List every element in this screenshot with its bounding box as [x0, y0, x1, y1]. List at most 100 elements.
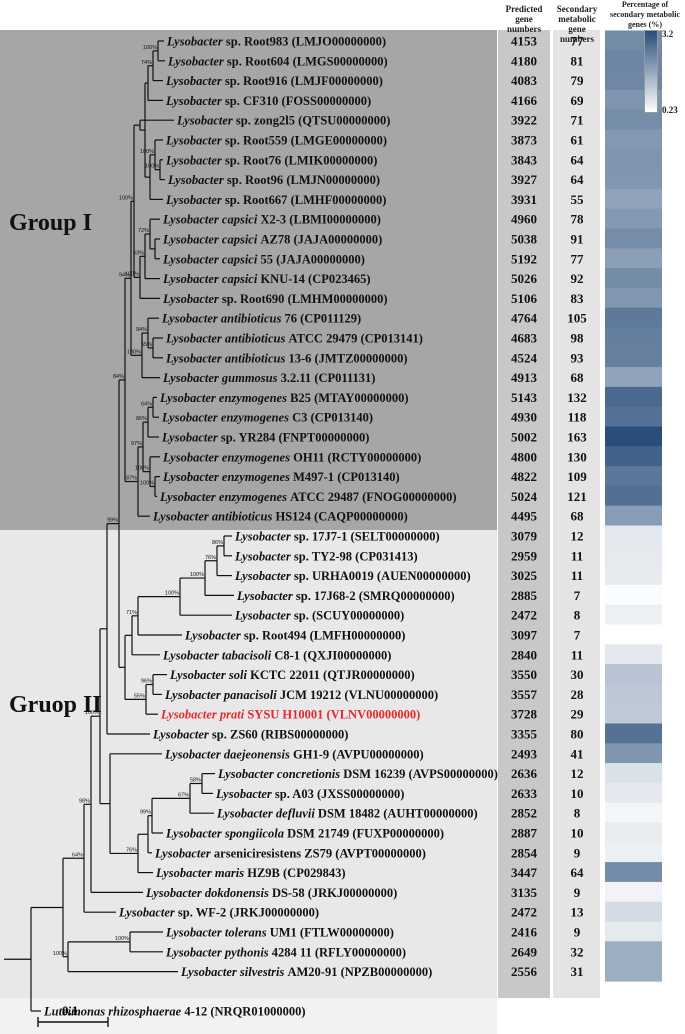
heatmap-cell [605, 327, 662, 348]
legend-max-label: 3.2 [662, 29, 674, 39]
taxon-label: Lysobacter sp. URHA0019 (AUEN00000000) [234, 569, 471, 583]
bootstrap-label: 100% [143, 45, 157, 51]
predicted-gene-number: 2840 [511, 647, 537, 662]
bootstrap-label: 100% [119, 195, 133, 201]
taxon-label: Lysobacter sp. TY2-98 (CP031413) [234, 549, 418, 563]
secondary-gene-number: 9 [574, 845, 581, 860]
taxon-label: Lysobacter spongiicola DSM 21749 (FUXP00… [165, 827, 444, 841]
taxon-label: Lysobacter sp. Root916 (LMJF00000000) [165, 74, 383, 88]
secondary-gene-number: 31 [571, 964, 584, 979]
heatmap-cell [605, 842, 662, 863]
taxon-label: Lysobacter maris HZ9B (CP029843) [155, 866, 346, 880]
predicted-gene-number: 4524 [511, 350, 538, 365]
secondary-gene-number: 64 [571, 865, 585, 880]
heatmap-cell [605, 485, 662, 507]
taxon-label: Lysobacter sp. CF310 (FOSS00000000) [165, 94, 371, 108]
secondary-gene-number: 12 [571, 529, 584, 544]
taxon-label: Lysobacter antibioticus 13-6 (JMTZ000000… [165, 351, 408, 365]
taxon-label: Lysobacter sp. Root690 (LMHM00000000) [162, 292, 388, 306]
taxon-label: Lysobacter enzymogenes M497-1 (CP013140) [162, 470, 400, 484]
bootstrap-label: 55% [141, 342, 152, 348]
predicted-gene-number: 5002 [511, 430, 537, 445]
bootstrap-label: 100% [190, 572, 204, 578]
heatmap-cell [605, 525, 662, 546]
secondary-gene-numbers-header: Secondary metabolic gene numbers [556, 4, 598, 44]
secondary-gene-number: 64 [571, 152, 585, 167]
heatmap-cell [605, 188, 662, 210]
taxon-label: Lysobacter sp. A03 (JXSS00000000) [215, 787, 404, 801]
taxon-label: Lysobacter sp. ZS60 (RIBS00000000) [152, 728, 348, 742]
predicted-gene-number: 2649 [511, 944, 538, 959]
taxon-label: Lysobacter sp. (SCUY00000000) [234, 609, 404, 623]
heatmap-cell [605, 644, 662, 665]
predicted-gene-number: 3025 [511, 568, 538, 583]
secondary-gene-number: 77 [571, 34, 585, 49]
predicted-gene-number: 2416 [511, 925, 538, 940]
taxon-label: Lysobacter pythonis 4284 11 (RFLY0000000… [165, 945, 406, 959]
secondary-gene-number: 32 [571, 944, 584, 959]
bootstrap-label: 100% [140, 481, 154, 487]
secondary-gene-number: 105 [567, 311, 587, 326]
secondary-gene-number: 9 [574, 925, 581, 940]
secondary-gene-number: 7 [574, 588, 581, 603]
secondary-gene-number: 41 [571, 746, 584, 761]
secondary-gene-number: 71 [571, 113, 584, 128]
heatmap-cell [605, 446, 662, 467]
taxon-label: Lysobacter sp. Root494 (LMFH00000000) [184, 629, 405, 643]
bootstrap-label: 100% [165, 591, 179, 597]
secondary-gene-number: 121 [567, 489, 587, 504]
secondary-gene-number: 28 [571, 687, 585, 702]
secondary-gene-number: 10 [571, 826, 584, 841]
bootstrap-label: 96% [141, 679, 152, 685]
secondary-gene-number: 9 [574, 885, 581, 900]
heatmap-cell [605, 545, 662, 566]
heatmap-cell [605, 109, 662, 131]
heatmap-cell [605, 287, 662, 309]
predicted-gene-number: 4180 [511, 53, 537, 68]
taxon-label: Lysobacter capsici 55 (JAJA00000000) [162, 252, 365, 266]
secondary-gene-number: 10 [571, 786, 584, 801]
heatmap-cell [605, 921, 662, 942]
taxon-label: Lysobacter sp. Root76 (LMIK00000000) [165, 153, 377, 167]
taxon-label: Lysobacter enzymogenes B25 (MTAY00000000… [159, 391, 409, 405]
heatmap-cell [605, 307, 662, 329]
heatmap-cell [605, 149, 662, 170]
predicted-gene-number: 3557 [511, 687, 538, 702]
taxon-label: Lysobacter sp. Root667 (LMHF00000000) [165, 193, 386, 207]
predicted-gene-number: 2472 [511, 608, 537, 623]
bootstrap-label: 86% [212, 540, 223, 546]
secondary-gene-number: 163 [567, 430, 587, 445]
secondary-gene-number: 98 [571, 331, 585, 346]
taxon-label: Lysobacter enzymogenes OH11 (RCTY0000000… [162, 450, 421, 464]
taxon-label: Lysobacter defluvii DSM 18482 (AUHT00000… [216, 807, 478, 821]
bootstrap-label: 71% [126, 610, 137, 616]
taxon-label: Lysobacter sp. YR284 (FNPT00000000) [161, 431, 369, 445]
predicted-gene-number: 3550 [511, 667, 537, 682]
taxon-label: Lysobacter antibioticus ATCC 29479 (CP01… [165, 332, 423, 346]
secondary-gene-number: 83 [571, 291, 585, 306]
bootstrap-label: 100% [85, 710, 99, 716]
predicted-gene-number: 5024 [511, 489, 538, 504]
taxon-label: Lysobacter sp. 17J7-1 (SELT00000000) [234, 530, 440, 544]
heatmap-cell [605, 248, 662, 269]
secondary-gene-number: 91 [571, 232, 584, 247]
taxon-label: Lysobacter sp. 17J68-2 (SMRQ00000000) [236, 589, 455, 603]
scale-bar [37, 1017, 109, 1027]
heatmap-cell [605, 763, 662, 784]
taxon-label: Lysobacter enzymogenes ATCC 29487 (FNOG0… [159, 490, 457, 504]
secondary-gene-number: 8 [574, 608, 581, 623]
taxon-labels: Lysobacter sp. Root983 (LMJO00000000) Lys… [43, 35, 498, 1019]
predicted-gene-number: 3843 [511, 152, 538, 167]
bootstrap-label: 55% [134, 693, 145, 699]
secondary-gene-number: 55 [571, 192, 585, 207]
heatmap-cell [605, 208, 662, 230]
taxon-label: Lysobacter prati SYSU H10001 (VLNV000000… [160, 708, 420, 722]
predicted-gene-number: 3097 [511, 628, 538, 643]
heatmap-color-legend [644, 30, 658, 113]
bootstrap-label: 97% [131, 441, 142, 447]
taxon-label: Lysobacter panacisoli JCM 19212 (VLNU000… [164, 688, 438, 702]
taxon-label: Lysobacter concretionis DSM 16239 (AVPS0… [217, 767, 498, 781]
predicted-gene-number: 2959 [511, 548, 538, 563]
secondary-gene-number: 64 [571, 172, 585, 187]
predicted-gene-number: 5192 [511, 251, 537, 266]
